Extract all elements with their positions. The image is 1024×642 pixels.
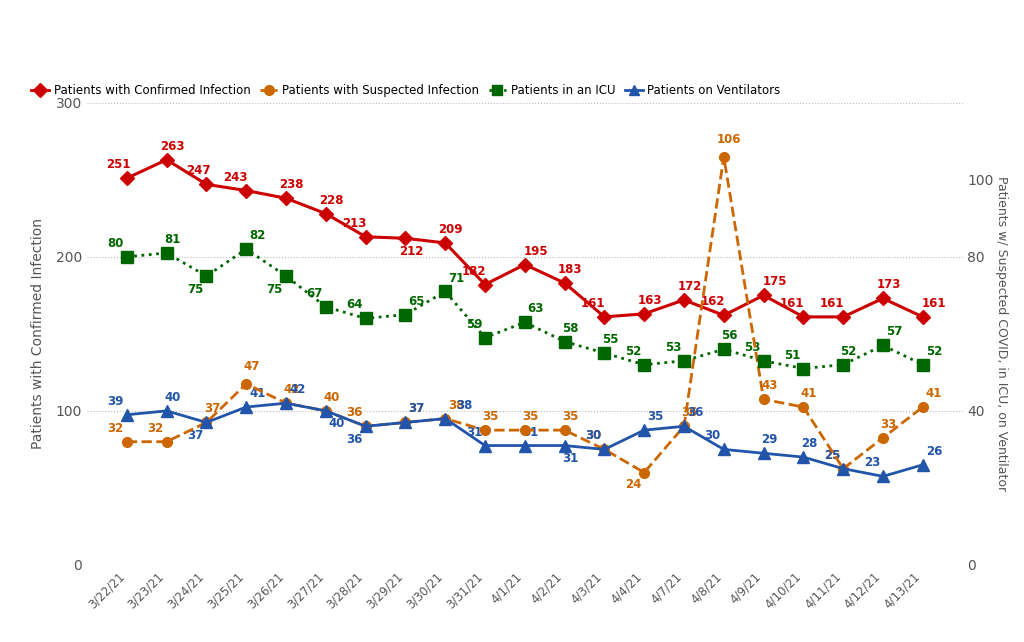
Text: 175: 175 [763, 275, 786, 288]
Text: 213: 213 [342, 217, 367, 230]
Text: 52: 52 [841, 345, 857, 358]
Text: 28: 28 [801, 437, 817, 450]
Text: 67: 67 [306, 287, 323, 300]
Text: 40: 40 [329, 417, 345, 430]
Text: 37: 37 [409, 403, 425, 415]
Text: 36: 36 [687, 406, 703, 419]
Y-axis label: Patients with Confirmed Infection: Patients with Confirmed Infection [31, 218, 45, 449]
Text: 161: 161 [820, 297, 845, 310]
Text: 23: 23 [863, 456, 880, 469]
Text: 212: 212 [398, 245, 423, 257]
Text: 172: 172 [677, 280, 701, 293]
Text: 36: 36 [681, 406, 697, 419]
Legend: Patients with Confirmed Infection, Patients with Suspected Infection, Patients i: Patients with Confirmed Infection, Patie… [27, 80, 785, 102]
Text: 31: 31 [522, 426, 539, 438]
Text: 29: 29 [761, 433, 777, 446]
Text: 37: 37 [204, 403, 220, 415]
Text: 42: 42 [289, 383, 305, 396]
Text: 56: 56 [721, 329, 737, 342]
Text: 57: 57 [886, 325, 902, 338]
Text: 163: 163 [638, 294, 662, 307]
Text: 37: 37 [409, 403, 425, 415]
Text: 53: 53 [665, 341, 681, 354]
Text: 52: 52 [926, 345, 942, 358]
Text: 65: 65 [409, 295, 425, 308]
Text: 38: 38 [449, 399, 465, 412]
Text: 31: 31 [466, 426, 482, 438]
Text: 30: 30 [705, 429, 721, 442]
Text: 71: 71 [449, 272, 465, 284]
Text: 51: 51 [784, 349, 801, 361]
Text: 81: 81 [164, 233, 180, 246]
Text: 106: 106 [717, 132, 741, 146]
Text: 37: 37 [187, 429, 204, 442]
Text: 32: 32 [147, 422, 164, 435]
Text: 38: 38 [457, 399, 473, 412]
Text: 25: 25 [824, 449, 841, 462]
Text: 31: 31 [562, 452, 579, 465]
Text: 55: 55 [602, 333, 618, 346]
Text: 26: 26 [926, 445, 942, 458]
Text: 209: 209 [438, 223, 463, 236]
Text: 63: 63 [527, 302, 544, 315]
Text: 162: 162 [700, 295, 725, 308]
Text: 42: 42 [284, 383, 300, 396]
Text: 41: 41 [249, 387, 265, 400]
Text: 47: 47 [244, 360, 260, 373]
Text: 161: 161 [922, 297, 946, 310]
Text: 41: 41 [926, 387, 942, 400]
Text: 195: 195 [523, 245, 548, 257]
Text: 182: 182 [462, 265, 486, 277]
Text: 263: 263 [160, 140, 184, 153]
Text: 30: 30 [585, 429, 601, 442]
Text: 40: 40 [324, 391, 340, 404]
Text: 33: 33 [881, 418, 897, 431]
Text: 161: 161 [581, 297, 605, 310]
Text: 82: 82 [249, 229, 265, 242]
Text: 39: 39 [108, 395, 124, 408]
Text: 32: 32 [108, 422, 124, 435]
Y-axis label: Patients w/ Suspected COVID, in ICU, on Ventilator: Patients w/ Suspected COVID, in ICU, on … [994, 177, 1008, 491]
Text: 40: 40 [164, 391, 180, 404]
Text: 36: 36 [346, 433, 362, 446]
Text: 247: 247 [185, 164, 210, 177]
Text: 24: 24 [625, 478, 641, 490]
Text: 25: 25 [824, 449, 841, 462]
Text: 173: 173 [877, 279, 901, 291]
Text: 43: 43 [761, 379, 777, 392]
Text: 35: 35 [482, 410, 499, 423]
Text: 80: 80 [108, 237, 124, 250]
Text: 251: 251 [106, 159, 131, 171]
Text: 30: 30 [585, 429, 601, 442]
Text: 41: 41 [801, 387, 817, 400]
Text: 238: 238 [280, 178, 304, 191]
Text: 36: 36 [346, 406, 362, 419]
Text: COVID-19 Hospitalizations Reported by MS Hospitals, 3/24/21-4/13/21 *,**: COVID-19 Hospitalizations Reported by MS… [15, 28, 884, 49]
Text: 183: 183 [558, 263, 583, 276]
Text: 53: 53 [744, 341, 761, 354]
Text: 35: 35 [522, 410, 539, 423]
Text: 228: 228 [319, 194, 344, 207]
Text: 75: 75 [187, 282, 204, 295]
Text: 35: 35 [562, 410, 579, 423]
Text: 64: 64 [346, 299, 362, 311]
Text: 59: 59 [466, 318, 482, 331]
Text: 161: 161 [780, 297, 805, 310]
Text: 58: 58 [562, 322, 579, 334]
Text: 52: 52 [625, 345, 641, 358]
Text: 35: 35 [647, 410, 664, 423]
Text: 75: 75 [266, 282, 283, 295]
Text: 243: 243 [223, 171, 248, 184]
